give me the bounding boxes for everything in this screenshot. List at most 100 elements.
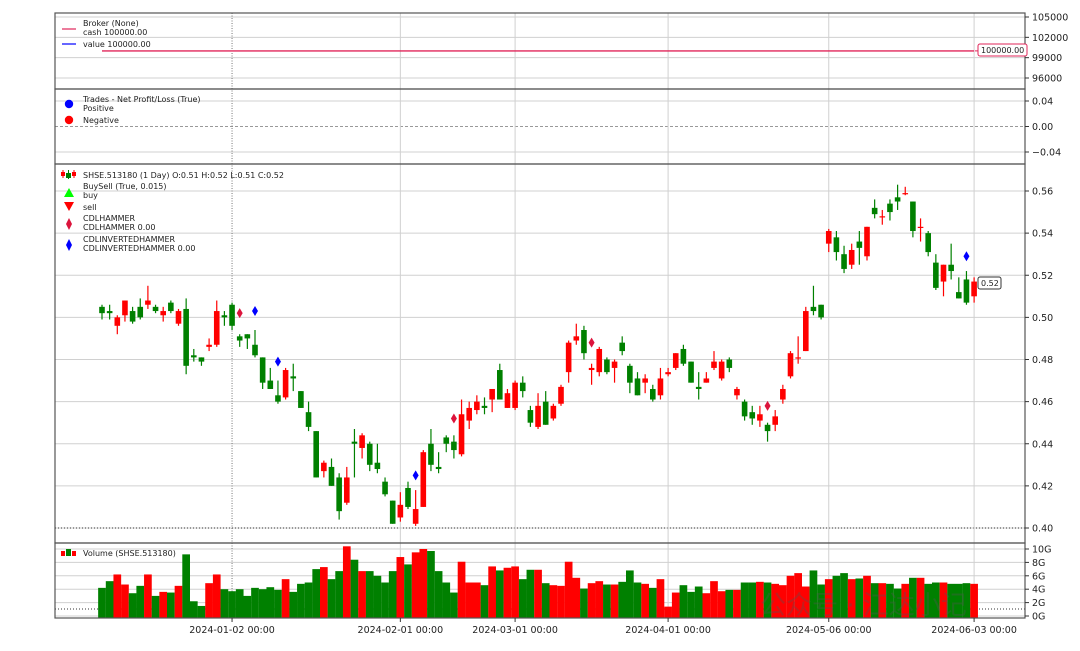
candle-body [106, 311, 113, 314]
volume-bar [373, 575, 382, 618]
candle [114, 315, 121, 335]
volume-bar [656, 579, 665, 618]
candle [864, 226, 870, 261]
sell-triangle-icon [64, 202, 74, 211]
candle [933, 254, 939, 290]
candle-body [351, 441, 358, 444]
volume-bar [98, 587, 106, 618]
volume-bar [954, 583, 963, 618]
volume-bar [618, 581, 627, 618]
candle [221, 311, 228, 326]
volume-bar [396, 557, 405, 618]
volume-bar [411, 552, 420, 618]
volume-bars-icon [61, 549, 76, 556]
x-tick-label: 2024-06-03 00:00 [931, 625, 1017, 636]
candle-body [420, 452, 427, 507]
candle-body [894, 197, 901, 202]
volume-bar [916, 577, 925, 618]
candle-body [428, 443, 434, 465]
candle-body [665, 372, 671, 375]
candle [910, 201, 916, 238]
candle [749, 405, 756, 425]
candle [259, 357, 266, 389]
volume-bar [167, 592, 175, 618]
volume-bar [342, 546, 351, 618]
price-ytick-label: 0.56 [1032, 187, 1053, 198]
volume-legend: Volume (SHSE.513180) [61, 549, 176, 558]
candle-body [695, 386, 702, 389]
hammer-marker [236, 308, 243, 319]
volume-bar [817, 584, 825, 618]
candle [665, 367, 671, 377]
candle-body [825, 231, 832, 244]
candle [420, 450, 427, 507]
volume-bar [434, 571, 443, 618]
broker-last-value: 100000.00 [981, 46, 1024, 55]
price-last-label: 0.52 [977, 276, 1002, 290]
candle [206, 338, 212, 352]
volume-bar [702, 593, 711, 618]
candle [236, 334, 243, 347]
candle [726, 357, 733, 373]
candle [795, 336, 801, 364]
volume-bar [274, 589, 282, 618]
candle-body [558, 386, 564, 404]
broker-legend-cash: cash 100000.00 [83, 28, 147, 37]
volume-bar [281, 579, 290, 618]
inverted-hammer-diamond-icon [66, 239, 72, 251]
volume-bar [924, 583, 933, 618]
volume-bar [182, 554, 190, 618]
price-ytick-label: 0.42 [1032, 481, 1053, 492]
broker-ytick-label: 99000 [1032, 53, 1062, 64]
candle [252, 330, 258, 358]
candle [198, 357, 205, 366]
volume-legend-title: Volume (SHSE.513180) [83, 549, 176, 558]
price-ytick-label: 0.50 [1032, 313, 1053, 324]
volume-bar [243, 595, 252, 618]
candle-body [703, 378, 710, 383]
volume-bar [970, 583, 978, 618]
candle-body [321, 462, 327, 472]
volume-bar [419, 549, 428, 618]
broker-ytick-label: 105000 [1032, 13, 1068, 24]
candle [558, 384, 564, 406]
candle [688, 361, 694, 383]
candle-body [412, 509, 419, 524]
candle [680, 344, 687, 366]
candle-body [925, 233, 931, 253]
candle-body [848, 249, 855, 265]
candle-body [741, 401, 748, 417]
price-ytick-label: 0.46 [1032, 397, 1053, 408]
candle [512, 380, 518, 411]
x-tick-label: 2024-05-06 00:00 [786, 625, 872, 636]
candle-body [519, 382, 526, 392]
volume-bar [801, 586, 810, 618]
inv-hammer-legend-title: CDLINVERTEDHAMMER [83, 235, 176, 244]
volume-bar [136, 585, 145, 618]
candle [780, 384, 786, 404]
candle-body [137, 306, 144, 318]
candle-body [619, 342, 625, 352]
candle-body [229, 304, 235, 326]
candle [290, 363, 297, 392]
volume-bar [580, 588, 588, 618]
candle-body [221, 315, 228, 318]
candle [106, 304, 113, 320]
candle-body [757, 414, 763, 421]
volume-bar [572, 577, 581, 618]
candle-body [550, 405, 557, 419]
axes: 105000 102000 99000 96000 0.04 0.00 −0.04 0.56 0… [189, 13, 1068, 637]
volume-ytick-label: 0G [1032, 612, 1045, 623]
candle-body [152, 306, 159, 312]
volume-bar [748, 582, 757, 618]
volume-bar [664, 606, 672, 618]
candle [282, 367, 289, 400]
volume-bar [297, 583, 305, 618]
volume-bar [457, 561, 466, 618]
candle [856, 231, 863, 265]
volume-bar [251, 587, 259, 618]
gridlines [55, 13, 1025, 618]
volume-bar [228, 591, 236, 618]
candle-body [642, 378, 648, 383]
candle [489, 388, 495, 413]
